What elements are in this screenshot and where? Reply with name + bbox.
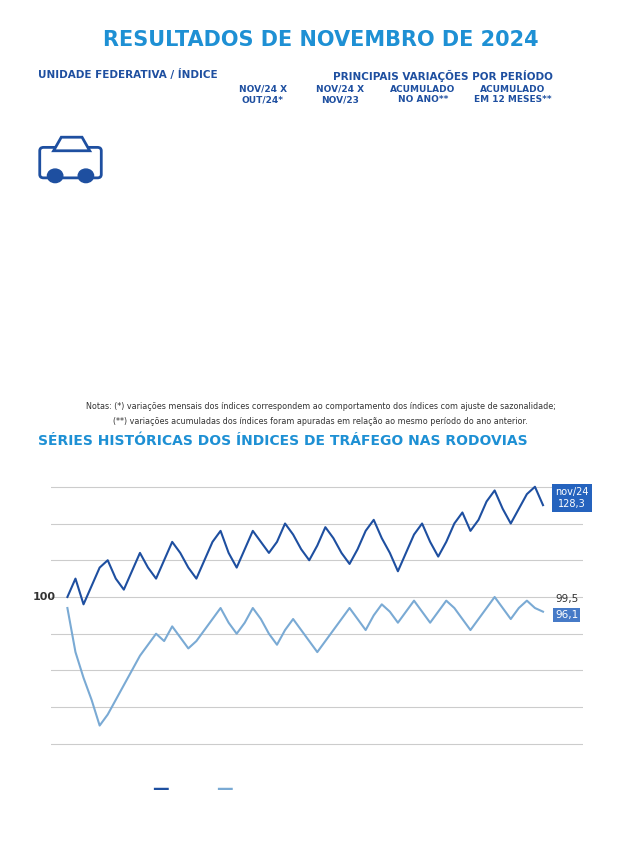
Circle shape — [47, 169, 63, 183]
Text: UNIDADE FEDERATIVA / ÍNDICE: UNIDADE FEDERATIVA / ÍNDICE — [38, 69, 218, 80]
FancyBboxPatch shape — [40, 147, 101, 178]
Circle shape — [78, 169, 94, 183]
Text: NOV/24 X
OUT/24*: NOV/24 X OUT/24* — [238, 85, 287, 104]
Text: —: — — [152, 780, 169, 799]
Text: 96,1: 96,1 — [555, 611, 578, 620]
Text: (**) variações acumuladas dos índices foram apuradas em relação ao mesmo período: (**) variações acumuladas dos índices fo… — [113, 417, 528, 426]
Text: ACUMULADO
EM 12 MESES**: ACUMULADO EM 12 MESES** — [474, 85, 552, 104]
Text: NOV/24 X
NOV/23: NOV/24 X NOV/23 — [315, 85, 364, 104]
Text: —: — — [216, 780, 233, 799]
Text: RESULTADOS DE NOVEMBRO DE 2024: RESULTADOS DE NOVEMBRO DE 2024 — [103, 30, 538, 50]
Text: nov/24
128,3: nov/24 128,3 — [555, 487, 588, 508]
Polygon shape — [54, 137, 90, 151]
Text: 100: 100 — [32, 592, 55, 602]
Text: ACUMULADO
NO ANO**: ACUMULADO NO ANO** — [390, 85, 456, 104]
Text: SÉRIES HISTÓRICAS DOS ÍNDICES DE TRÁFEGO NAS RODOVIAS: SÉRIES HISTÓRICAS DOS ÍNDICES DE TRÁFEGO… — [38, 434, 528, 448]
Text: 99,5: 99,5 — [555, 594, 578, 604]
Text: PRINCIPAIS VARIAÇÕES POR PERÍODO: PRINCIPAIS VARIAÇÕES POR PERÍODO — [333, 69, 553, 81]
Text: Notas: (*) variações mensais dos índices correspondem ao comportamento dos índic: Notas: (*) variações mensais dos índices… — [85, 402, 556, 412]
